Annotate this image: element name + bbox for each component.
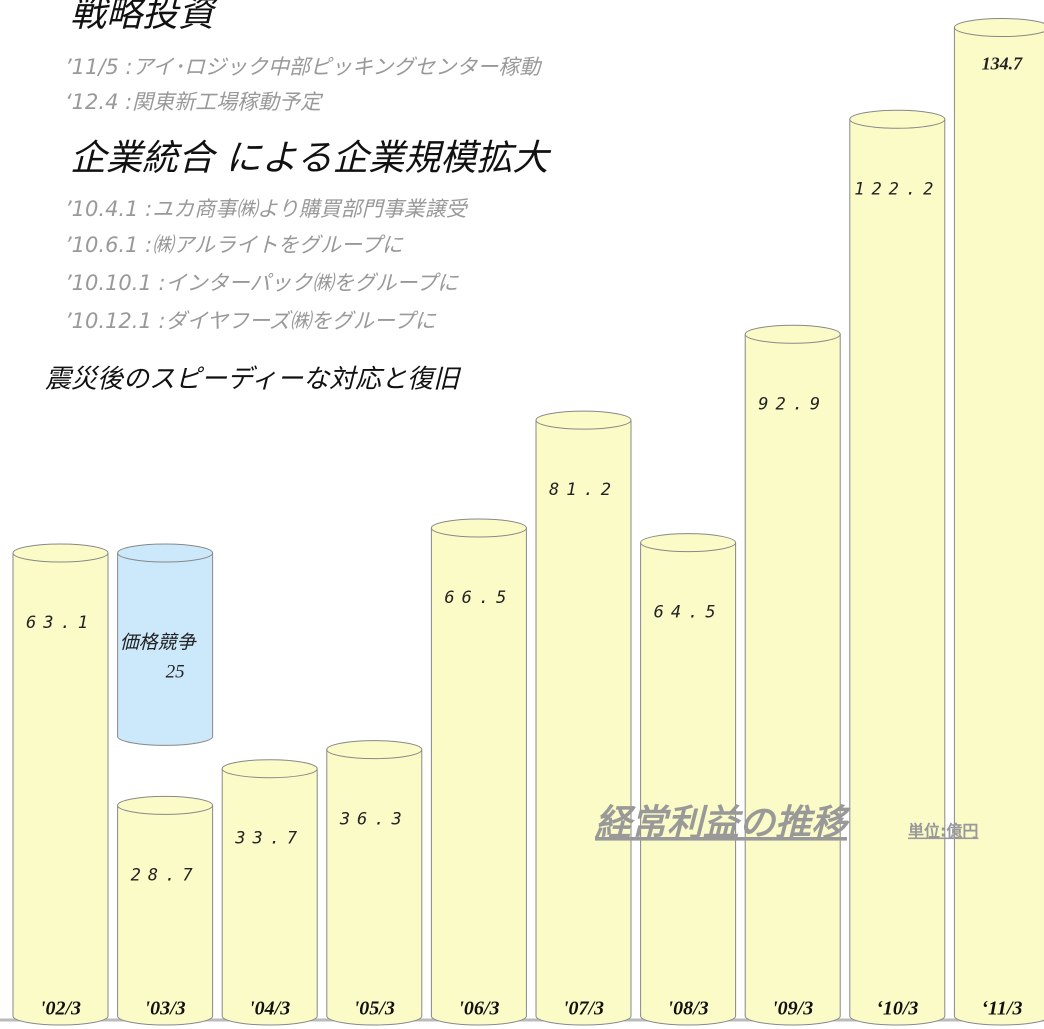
bar: [745, 334, 841, 1016]
note-heading: 戦略投資: [70, 0, 219, 35]
x-tick-label: ‘10/3: [876, 998, 918, 1020]
bar-top: [849, 109, 946, 129]
note-item: ’10.4.1 :ユカ商事㈱より購買部門事業譲受: [65, 197, 469, 221]
value-label: 92.9: [758, 394, 827, 414]
bar-top: [117, 795, 214, 815]
bar-top: [221, 759, 318, 779]
bar: [117, 805, 213, 1016]
note-item: ’10.10.1 :インターパック㈱をグループに: [65, 271, 459, 295]
note-item: ’10.6.1 :㈱アルライトをグループに: [65, 233, 404, 257]
note-item: ’10.12.1 :ダイヤフーズ㈱をグループに: [65, 309, 437, 333]
annotation-label: 価格競争: [120, 631, 198, 653]
value-label: 134.7: [982, 54, 1024, 74]
x-tick-label: '03/3: [145, 998, 186, 1020]
value-label: 63.1: [26, 613, 95, 633]
bars: 63.1 '02/3 28.7 '03/3 33.7 '04/3 36.3 '05/3 66.5…: [0, 18, 1044, 1026]
annotation-value: 25: [166, 661, 185, 682]
bar: [640, 542, 736, 1016]
annotation-bar-top: [117, 543, 214, 563]
bar: [222, 768, 318, 1016]
x-tick-label: '06/3: [458, 998, 499, 1020]
value-label: 66.5: [444, 588, 513, 608]
bar-top: [953, 18, 1044, 38]
x-tick-label: ‘11/3: [981, 998, 1022, 1020]
value-label: 28.7: [131, 865, 200, 885]
x-tick-label: '07/3: [563, 998, 604, 1020]
note-item: ’11/5 :アイ･ロジック中部ピッキングセンター稼動: [65, 55, 542, 79]
x-tick-label: '04/3: [249, 998, 290, 1020]
bar: [954, 27, 1044, 1016]
bar-top: [430, 518, 527, 538]
value-label: 122.2: [854, 179, 940, 199]
value-label: 81.2: [549, 480, 618, 500]
bar: [849, 119, 945, 1017]
bar: [13, 552, 108, 1016]
bar-top: [640, 533, 737, 553]
note-heading: 企業統合 による企業規模拡大: [70, 138, 551, 179]
chart-unit: 単位:億円: [908, 822, 978, 841]
x-tick-label: '09/3: [772, 998, 813, 1020]
bar-top: [326, 740, 423, 760]
note-heading: 震災後のスピーディーな対応と復旧: [45, 365, 462, 395]
bar-top: [12, 543, 109, 563]
x-tick-label: '08/3: [668, 998, 709, 1020]
bar-top: [744, 324, 841, 344]
annotation-bar: [117, 552, 213, 737]
bar: [536, 420, 631, 1017]
note-item: ‘12.4 :関東新工場稼動予定: [65, 90, 324, 114]
value-label: 64.5: [654, 603, 723, 623]
x-tick-label: '05/3: [354, 998, 395, 1020]
value-label: 36.3: [339, 810, 409, 830]
bar-top: [535, 410, 632, 430]
value-label: 33.7: [234, 829, 304, 849]
chart-title: 経常利益の推移: [594, 803, 851, 844]
x-tick-label: '02/3: [40, 998, 81, 1020]
bar: [431, 528, 527, 1016]
bar: [326, 749, 422, 1016]
